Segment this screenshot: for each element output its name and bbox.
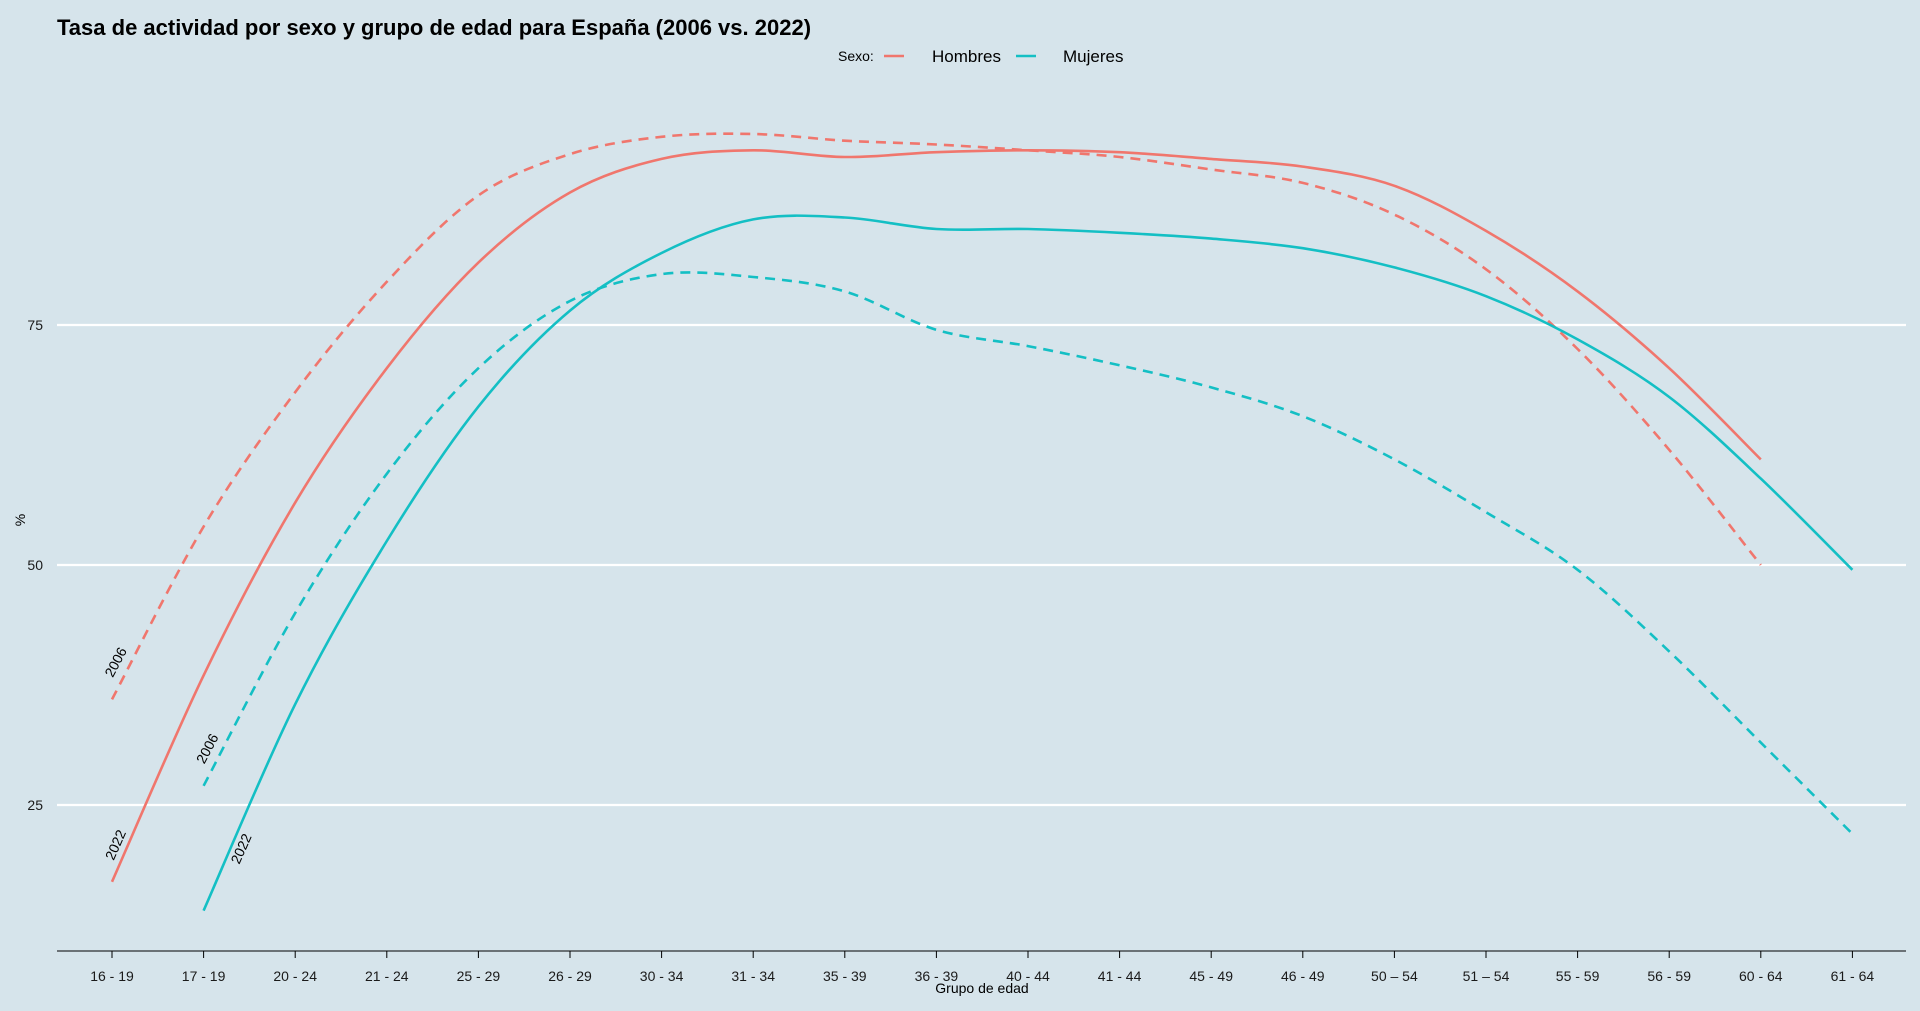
x-tick-label: 35 - 39 bbox=[823, 968, 867, 984]
x-tick-label: 45 - 49 bbox=[1189, 968, 1233, 984]
x-tick-label: 40 - 44 bbox=[1006, 968, 1050, 984]
year-label-hombres-2006: 2006 bbox=[101, 644, 130, 679]
year-label-hombres-2022: 2022 bbox=[102, 827, 129, 862]
series-line-hombres-2006 bbox=[110, 132, 1762, 701]
series-line-mujeres-2022 bbox=[202, 214, 1854, 912]
y-axis-title: % bbox=[12, 514, 28, 526]
x-tick-label: 50 – 54 bbox=[1371, 968, 1418, 984]
x-tick-label: 41 - 44 bbox=[1098, 968, 1142, 984]
series-line-hombres-2022 bbox=[110, 148, 1762, 883]
x-tick-label: 61 - 64 bbox=[1831, 968, 1875, 984]
x-axis-ticks: 16 - 19 17 - 19 20 - 24 21 - 24 25 - 29 26 - … bbox=[90, 951, 1874, 984]
y-tick-label: 25 bbox=[27, 797, 43, 813]
x-tick-label: 31 - 34 bbox=[731, 968, 775, 984]
x-tick-label: 21 - 24 bbox=[365, 968, 409, 984]
y-tick-label: 50 bbox=[27, 557, 43, 573]
x-tick-label: 16 - 19 bbox=[90, 968, 134, 984]
x-tick-label: 36 - 39 bbox=[915, 968, 959, 984]
legend-label-mujeres: Mujeres bbox=[1063, 47, 1123, 66]
x-tick-label: 30 - 34 bbox=[640, 968, 684, 984]
y-tick-label: 75 bbox=[27, 317, 43, 333]
series-line-mujeres-2006 bbox=[202, 271, 1854, 835]
year-label-mujeres-2022: 2022 bbox=[227, 831, 254, 866]
series-lines bbox=[110, 132, 1854, 912]
x-tick-label: 51 – 54 bbox=[1463, 968, 1510, 984]
x-tick-label: 56 - 59 bbox=[1647, 968, 1691, 984]
x-tick-label: 25 - 29 bbox=[457, 968, 501, 984]
legend-label-hombres: Hombres bbox=[932, 47, 1001, 66]
x-tick-label: 20 - 24 bbox=[273, 968, 317, 984]
legend-title: Sexo: bbox=[838, 48, 874, 64]
gridlines bbox=[57, 323, 1906, 807]
chart-title: Tasa de actividad por sexo y grupo de ed… bbox=[57, 15, 811, 40]
x-axis-title: Grupo de edad bbox=[935, 980, 1028, 996]
x-tick-label: 60 - 64 bbox=[1739, 968, 1783, 984]
x-tick-label: 26 - 29 bbox=[548, 968, 592, 984]
x-tick-label: 46 - 49 bbox=[1281, 968, 1325, 984]
x-tick-label: 17 - 19 bbox=[182, 968, 226, 984]
legend: Sexo: Hombres Mujeres bbox=[838, 47, 1123, 66]
y-axis-ticks: 25 50 75 bbox=[27, 317, 43, 813]
x-tick-label: 55 - 59 bbox=[1556, 968, 1600, 984]
year-label-mujeres-2006: 2006 bbox=[193, 731, 222, 766]
